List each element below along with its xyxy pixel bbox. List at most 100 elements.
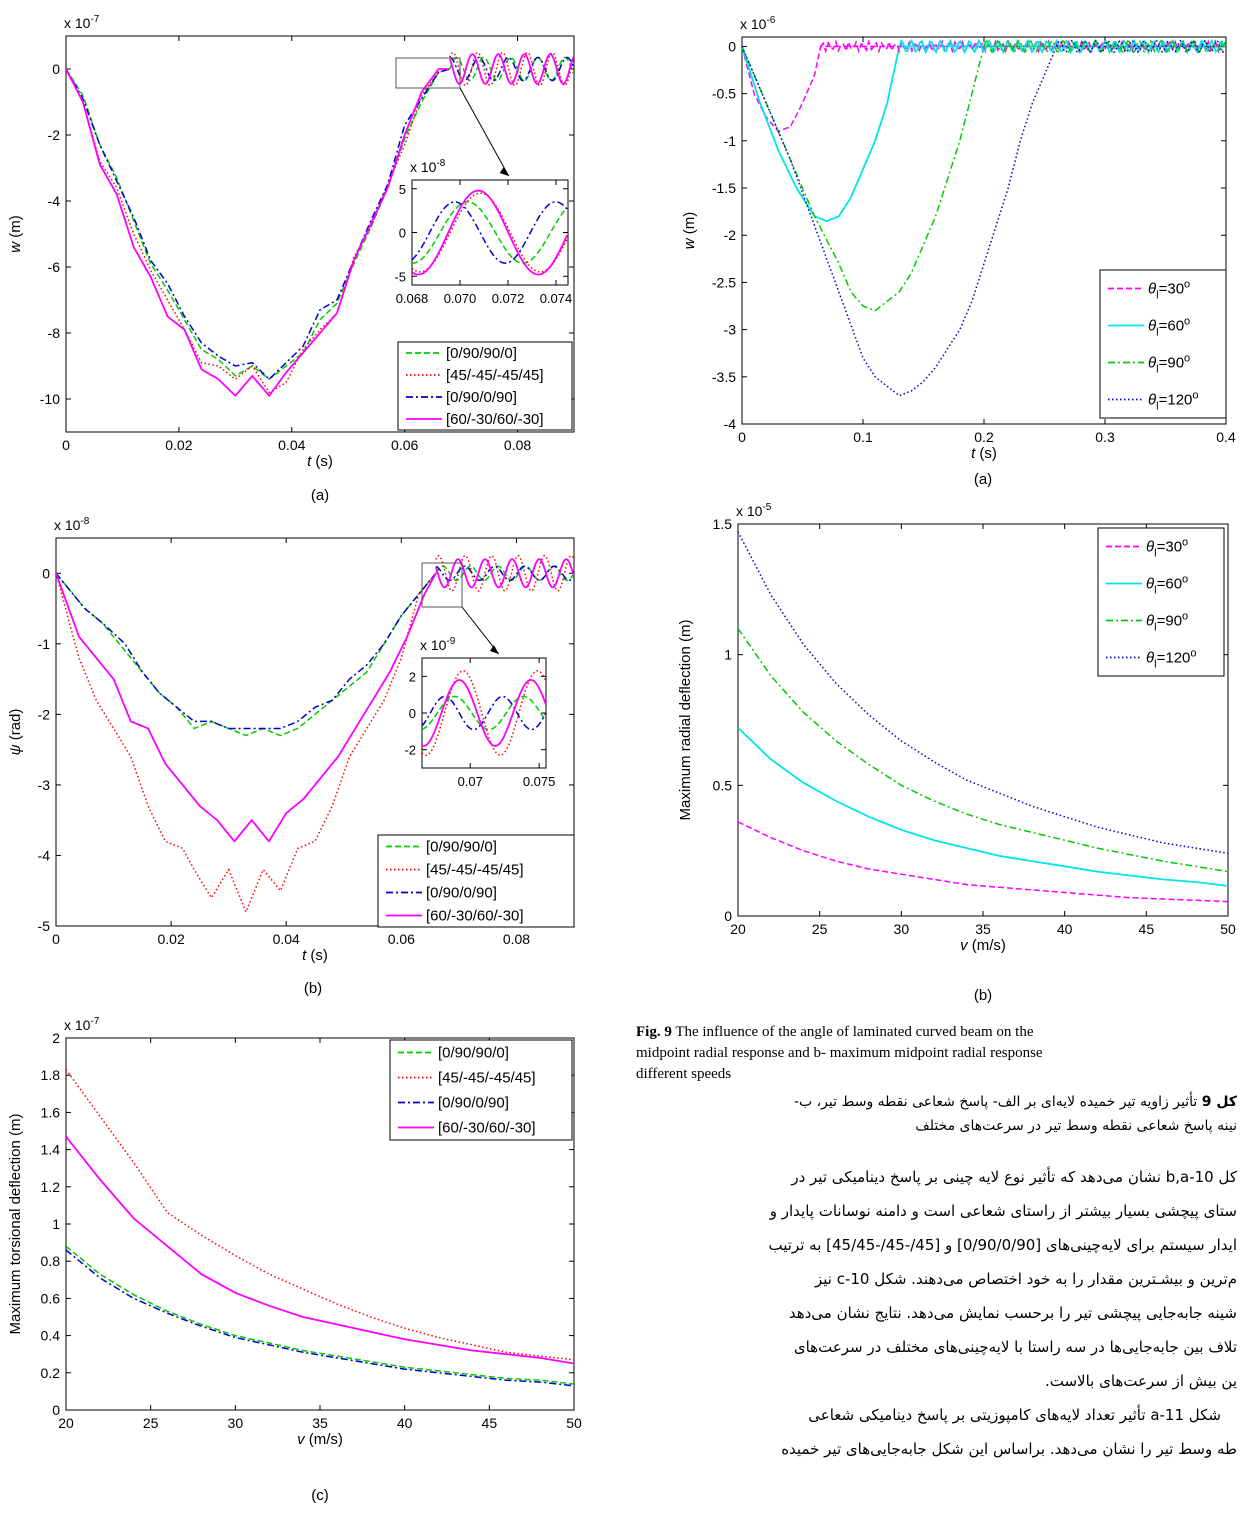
series-oscillation bbox=[412, 201, 568, 264]
y-tick-label: 0 bbox=[724, 908, 732, 924]
subfigure-caption: (c) bbox=[311, 1487, 329, 1504]
x-tick-label: 0.08 bbox=[503, 931, 530, 947]
series-oscillation bbox=[449, 56, 574, 82]
y-tick-label: 0.6 bbox=[41, 1290, 61, 1306]
body-line: م‌ترین و بیشـترین مقدار را به خود اختصاص… bbox=[814, 1270, 1237, 1288]
series-line bbox=[738, 821, 1228, 903]
series-oscillation bbox=[435, 558, 574, 589]
series-line bbox=[66, 68, 450, 398]
x-tick-label: 0.04 bbox=[278, 437, 305, 453]
y-tick-label: -8 bbox=[48, 325, 61, 341]
series-oscillation bbox=[412, 189, 568, 276]
x-tick-label: 50 bbox=[1220, 921, 1236, 937]
figure9-caption-line1: The influence of the angle of laminated … bbox=[671, 1024, 1034, 1040]
series-line bbox=[66, 1069, 574, 1361]
body-line: ستای پیچشی بسیار بیشتر از راستای شعاعی ا… bbox=[769, 1202, 1237, 1220]
series-line bbox=[738, 727, 1228, 887]
figure9-caption-line3: different speeds bbox=[636, 1066, 732, 1082]
y-tick-label: 0 bbox=[52, 61, 60, 77]
series-oscillation bbox=[422, 670, 546, 756]
legend-label: [60/-30/60/-30] bbox=[438, 1120, 536, 1137]
y-tick-label: 0 bbox=[42, 565, 50, 581]
y-tick-label: 0.8 bbox=[41, 1253, 61, 1269]
x-tick-label: 0.072 bbox=[492, 291, 525, 306]
series-oscillation bbox=[435, 565, 574, 582]
figure9-caption-fa-label: کل 9 bbox=[1201, 1094, 1237, 1110]
figure9-caption-fa: کل 9 تأثیر زاویه تیر خمیده لایه‌ای بر ال… bbox=[636, 1090, 1237, 1138]
legend-label: θl=60o bbox=[1146, 574, 1188, 597]
series-line bbox=[56, 572, 437, 737]
series-line bbox=[56, 572, 437, 843]
body-paragraph: کل b,a-10 نشان می‌دهد که تأثیر نوع لایه … bbox=[636, 1160, 1237, 1466]
x-tick-label: 0.06 bbox=[388, 931, 415, 947]
body-line: ایدار سیستم برای لایه‌چینی‌های [0/90/0/9… bbox=[768, 1236, 1237, 1254]
y-tick-label: 0 bbox=[728, 38, 736, 54]
series-line bbox=[56, 572, 437, 914]
series-oscillation bbox=[422, 695, 546, 731]
x-tick-label: 0.2 bbox=[974, 429, 994, 445]
y-tick-label: 1.8 bbox=[41, 1067, 61, 1083]
axis-multiplier: x 10-7 bbox=[64, 14, 100, 31]
figure9-caption-line2: midpoint radial response and b- maximum … bbox=[636, 1045, 1043, 1061]
y-tick-label: -5 bbox=[38, 918, 51, 934]
series-oscillation bbox=[412, 201, 568, 264]
x-tick-label: 45 bbox=[482, 1415, 498, 1431]
figure9-caption-label: Fig. 9 bbox=[636, 1024, 672, 1040]
series-oscillation bbox=[422, 679, 546, 747]
x-axis-label: t (s) bbox=[307, 453, 333, 470]
y-tick-label: -2.5 bbox=[712, 274, 736, 290]
series-oscillation bbox=[1055, 39, 1226, 54]
series-line bbox=[742, 45, 1226, 223]
x-tick-label: 0.3 bbox=[1095, 429, 1115, 445]
legend-box bbox=[1097, 527, 1225, 677]
zoom-arrow bbox=[459, 87, 510, 177]
chart-left-a-inset: 0.068 0.070 0.072 0.074 5 0 -5 x 10-8 bbox=[394, 158, 572, 306]
body-line: کل b,a-10 نشان می‌دهد که تأثیر نوع لایه … bbox=[791, 1168, 1237, 1186]
plot-frame bbox=[411, 179, 569, 286]
axis-multiplier: x 10-9 bbox=[420, 636, 456, 653]
y-tick-label: -2 bbox=[48, 127, 61, 143]
series-oscillation bbox=[449, 56, 574, 82]
plot-frame bbox=[421, 657, 547, 769]
x-tick-label: 0.074 bbox=[540, 291, 573, 306]
y-tick-label: -2 bbox=[404, 743, 416, 758]
y-tick-label: -2 bbox=[724, 227, 737, 243]
subfigure-caption: (b) bbox=[974, 987, 992, 1004]
zoom-arrowhead bbox=[499, 167, 509, 176]
y-tick-label: 1.2 bbox=[41, 1179, 61, 1195]
legend-label: [0/90/90/0] bbox=[446, 345, 517, 362]
series-line bbox=[66, 1136, 574, 1365]
y-axis-label: w (m) bbox=[7, 215, 24, 253]
legend-label: [45/-45/-45/45] bbox=[426, 862, 524, 879]
x-tick-label: 0.07 bbox=[458, 774, 483, 789]
y-tick-label: 1 bbox=[52, 1216, 60, 1232]
x-tick-label: 0.1 bbox=[853, 429, 873, 445]
x-tick-label: 20 bbox=[730, 921, 746, 937]
series-line bbox=[738, 628, 1228, 873]
y-tick-label: -4 bbox=[38, 847, 51, 863]
legend-label: θl=90o bbox=[1148, 353, 1190, 376]
x-axis-label: v (m/s) bbox=[297, 1431, 343, 1448]
y-tick-label: -4 bbox=[724, 416, 737, 432]
chart-left-c: 20 25 30 35 40 45 50 0 0.2 0.4 0.6 0.8 1 1.2 1.4 1.6 1.8… bbox=[7, 1016, 582, 1504]
y-tick-label: 0 bbox=[399, 226, 406, 241]
y-tick-label: -0.5 bbox=[712, 86, 736, 102]
y-tick-label: -3.5 bbox=[712, 369, 736, 385]
y-tick-label: -2 bbox=[38, 706, 51, 722]
y-tick-label: -1.5 bbox=[712, 180, 736, 196]
x-tick-label: 30 bbox=[228, 1415, 244, 1431]
zoom-arrow bbox=[461, 606, 500, 655]
legend-label: θl=120o bbox=[1146, 648, 1197, 671]
x-tick-label: 0.02 bbox=[157, 931, 184, 947]
legend-box bbox=[377, 834, 575, 928]
x-tick-label: 0.070 bbox=[444, 291, 477, 306]
series-oscillation bbox=[449, 51, 574, 87]
series-line bbox=[66, 68, 451, 381]
legend-label: [0/90/90/0] bbox=[438, 1045, 509, 1062]
y-tick-label: 1.6 bbox=[41, 1104, 61, 1120]
legend-label: [0/90/90/0] bbox=[426, 839, 497, 856]
y-axis-label: Maximum torsional deflection (m) bbox=[7, 1114, 24, 1335]
subfigure-caption: (a) bbox=[311, 487, 329, 504]
x-tick-label: 40 bbox=[397, 1415, 413, 1431]
legend-box bbox=[1099, 269, 1227, 419]
